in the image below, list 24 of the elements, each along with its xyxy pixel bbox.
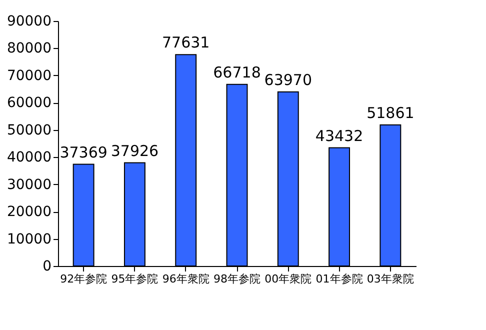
data-label: 51861 xyxy=(366,104,414,122)
y-tick-label: 80000 xyxy=(6,40,52,57)
data-label: 37926 xyxy=(110,142,159,160)
x-tick-label: 00年衆院 xyxy=(264,272,312,286)
data-label: 63970 xyxy=(264,70,312,89)
y-tick-label: 20000 xyxy=(6,204,52,220)
y-tick-label: 50000 xyxy=(6,122,52,138)
y-tick-label: 30000 xyxy=(6,176,52,193)
x-tick-label: 03年衆院 xyxy=(366,272,414,286)
y-tick-label: 40000 xyxy=(6,150,52,166)
y-tick-label: 90000 xyxy=(6,14,52,30)
data-label: 77631 xyxy=(162,34,210,52)
y-tick-label: 0 xyxy=(42,258,52,274)
y-tick-label: 10000 xyxy=(6,231,52,248)
x-tick-label: 92年参院 xyxy=(60,272,108,286)
data-label: 66718 xyxy=(213,63,261,82)
y-tick-label: 60000 xyxy=(6,95,52,112)
x-tick-label: 01年参院 xyxy=(316,272,363,286)
x-tick-label: 96年衆院 xyxy=(162,272,210,286)
x-tick-label: 95年参院 xyxy=(111,272,158,286)
y-tick-label: 70000 xyxy=(6,68,52,84)
data-label: 43432 xyxy=(315,126,364,145)
data-label: 37369 xyxy=(60,143,108,162)
x-tick-label: 98年参院 xyxy=(214,272,260,286)
